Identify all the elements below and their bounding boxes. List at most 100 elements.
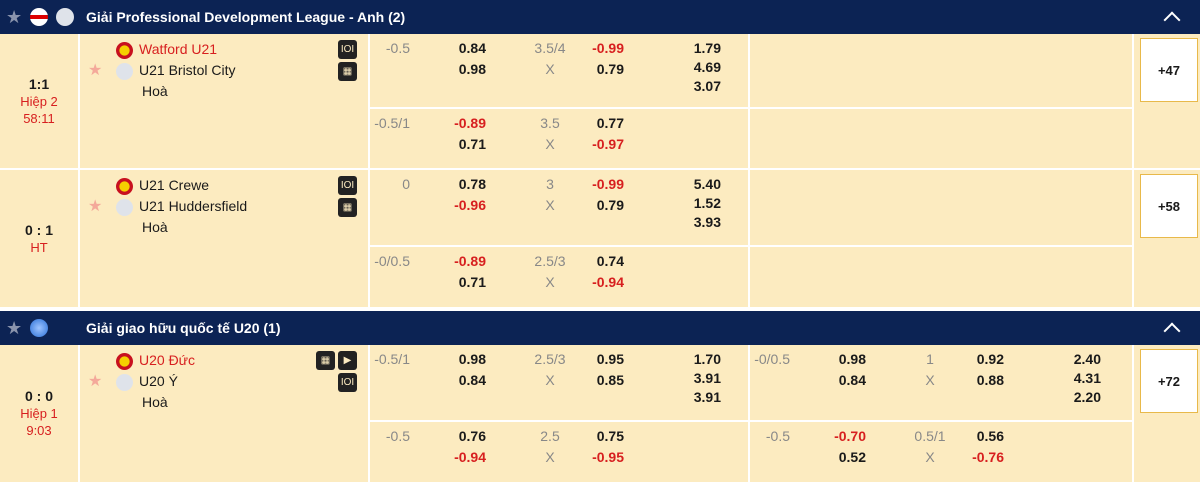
under-odds[interactable]: 0.85 bbox=[596, 372, 624, 388]
lineup-icon[interactable]: IOI bbox=[338, 40, 357, 59]
firsthalf-odds bbox=[748, 34, 1132, 168]
handicap-away-odds[interactable]: 0.98 bbox=[458, 61, 486, 77]
under-odds[interactable]: -0.94 bbox=[592, 274, 624, 290]
1x2-home-odds[interactable]: 2.40 bbox=[1073, 351, 1101, 367]
1x2-away-odds[interactable]: 2.20 bbox=[1073, 389, 1101, 405]
under-odds[interactable]: -0.76 bbox=[972, 449, 1004, 465]
handicap-away-odds[interactable]: 0.71 bbox=[458, 136, 486, 152]
under-odds[interactable]: 0.79 bbox=[596, 61, 624, 77]
handicap-line: -0/0.5 bbox=[754, 351, 790, 367]
over-odds[interactable]: -0.99 bbox=[592, 40, 624, 56]
match-time: 0 : 0 Hiệp 1 9:03 bbox=[0, 345, 80, 482]
handicap-home-odds[interactable]: -0.89 bbox=[454, 115, 486, 131]
1x2-draw-odds[interactable]: 1.52 bbox=[693, 195, 721, 211]
odds-subrow: -0/0.5 0.98 0.84 1 X 0.92 0.88 2.40 4.31 2.20 bbox=[750, 345, 1132, 420]
more-bets-button[interactable]: +58 bbox=[1140, 174, 1198, 238]
chevron-up-icon[interactable] bbox=[1163, 11, 1181, 29]
league-header[interactable]: ★ Giải giao hữu quốc tế U20 (1) bbox=[0, 311, 1200, 345]
score: 1:1 bbox=[28, 75, 50, 92]
home-team[interactable]: Watford U21 bbox=[139, 41, 218, 57]
favorite-star-icon[interactable]: ★ bbox=[6, 7, 23, 27]
1x2-home-odds[interactable]: 5.40 bbox=[693, 176, 721, 192]
match-clock: 58:11 bbox=[23, 110, 55, 126]
match-row: 0 : 0 Hiệp 1 9:03 U20 Đức U20 Ý Hoà ★ ▦ ▶ IOI -0.5… bbox=[0, 345, 1200, 484]
score: 0 : 0 bbox=[24, 388, 53, 404]
away-team[interactable]: U21 Huddersfield bbox=[139, 198, 248, 214]
over-under-line: 0.5/1 bbox=[914, 428, 946, 444]
lineup-icon[interactable]: IOI bbox=[338, 373, 357, 392]
live-video-icon[interactable]: ▶ bbox=[338, 351, 357, 370]
handicap-away-odds[interactable]: 0.71 bbox=[458, 274, 486, 290]
over-odds[interactable]: 0.74 bbox=[596, 253, 624, 269]
favorite-star-icon[interactable]: ★ bbox=[88, 62, 103, 79]
draw-label: Hoà bbox=[142, 394, 168, 410]
1x2-draw-odds[interactable]: 4.31 bbox=[1073, 370, 1101, 386]
under-odds[interactable]: -0.97 bbox=[592, 136, 624, 152]
over-under-line: 3 bbox=[546, 176, 554, 192]
handicap-away-odds[interactable]: 0.84 bbox=[838, 372, 866, 388]
more-column: +47 bbox=[1132, 34, 1200, 168]
stats-icon[interactable]: ▦ bbox=[338, 198, 357, 217]
score: 0 : 1 bbox=[24, 221, 53, 238]
lineup-icon[interactable]: IOI bbox=[338, 176, 357, 195]
over-odds[interactable]: 0.56 bbox=[976, 428, 1004, 444]
handicap-away-odds[interactable]: -0.96 bbox=[454, 197, 486, 213]
1x2-away-odds[interactable]: 3.91 bbox=[693, 389, 721, 405]
more-bets-button[interactable]: +47 bbox=[1140, 38, 1198, 102]
handicap-home-odds[interactable]: -0.70 bbox=[834, 428, 866, 444]
over-odds[interactable]: 0.77 bbox=[596, 115, 624, 131]
handicap-home-odds[interactable]: -0.89 bbox=[454, 253, 486, 269]
odds-subrow bbox=[750, 170, 1132, 245]
handicap-line: -0/0.5 bbox=[374, 253, 410, 269]
under-odds[interactable]: 0.88 bbox=[976, 372, 1004, 388]
draw-label: Hoà bbox=[142, 219, 168, 235]
away-team[interactable]: U20 Ý bbox=[139, 373, 178, 389]
1x2-away-odds[interactable]: 3.07 bbox=[693, 78, 721, 94]
away-team-logo bbox=[116, 199, 133, 216]
favorite-star-icon[interactable]: ★ bbox=[6, 318, 23, 338]
1x2-draw-odds[interactable]: 3.91 bbox=[693, 370, 721, 386]
over-under-line: 2.5 bbox=[540, 428, 560, 444]
handicap-line: -0.5/1 bbox=[374, 351, 410, 367]
favorite-star-icon[interactable]: ★ bbox=[88, 198, 103, 215]
league-name: Giải giao hữu quốc tế U20 (1) bbox=[86, 320, 281, 336]
match-status: HT bbox=[30, 239, 48, 255]
over-under-x: X bbox=[545, 61, 555, 77]
away-team[interactable]: U21 Bristol City bbox=[139, 62, 236, 78]
stats-icon[interactable]: ▦ bbox=[316, 351, 335, 370]
over-odds[interactable]: -0.99 bbox=[592, 176, 624, 192]
more-column: +72 bbox=[1132, 345, 1200, 482]
over-odds[interactable]: 0.95 bbox=[596, 351, 624, 367]
international-globe-icon bbox=[30, 319, 48, 337]
1x2-home-odds[interactable]: 1.70 bbox=[693, 351, 721, 367]
over-odds[interactable]: 0.75 bbox=[596, 428, 624, 444]
over-under-x: X bbox=[545, 274, 555, 290]
1x2-away-odds[interactable]: 3.93 bbox=[693, 214, 721, 230]
league-name: Giải Professional Development League - A… bbox=[86, 9, 406, 25]
over-odds[interactable]: 0.92 bbox=[976, 351, 1004, 367]
over-under-line: 2.5/3 bbox=[534, 253, 566, 269]
league-header[interactable]: ★ Giải Professional Development League - … bbox=[0, 0, 1200, 34]
favorite-star-icon[interactable]: ★ bbox=[88, 373, 103, 390]
handicap-away-odds[interactable]: 0.52 bbox=[838, 449, 866, 465]
handicap-home-odds[interactable]: 0.78 bbox=[458, 176, 486, 192]
more-bets-button[interactable]: +72 bbox=[1140, 349, 1198, 413]
handicap-home-odds[interactable]: 0.76 bbox=[458, 428, 486, 444]
home-team[interactable]: U20 Đức bbox=[139, 352, 196, 368]
home-team[interactable]: U21 Crewe bbox=[139, 177, 210, 193]
handicap-home-odds[interactable]: 0.98 bbox=[838, 351, 866, 367]
chevron-up-icon[interactable] bbox=[1163, 322, 1181, 340]
1x2-home-odds[interactable]: 1.79 bbox=[693, 40, 721, 56]
handicap-home-odds[interactable]: 0.98 bbox=[458, 351, 486, 367]
handicap-away-odds[interactable]: 0.84 bbox=[458, 372, 486, 388]
stats-icon[interactable]: ▦ bbox=[338, 62, 357, 81]
handicap-home-odds[interactable]: 0.84 bbox=[458, 40, 486, 56]
1x2-draw-odds[interactable]: 4.69 bbox=[693, 59, 721, 75]
handicap-away-odds[interactable]: -0.94 bbox=[454, 449, 486, 465]
under-odds[interactable]: 0.79 bbox=[596, 197, 624, 213]
odds-subrow: -0.5/1 0.98 0.84 2.5/3 X 0.95 0.85 1.70 3.91 3.91 bbox=[370, 345, 748, 420]
match-row: 0 : 1 HT U21 Crewe U21 Huddersfield Hoà ★ IOI ▦… bbox=[0, 170, 1200, 309]
handicap-line: 0 bbox=[402, 176, 410, 192]
match-status: Hiệp 2 bbox=[20, 93, 58, 109]
under-odds[interactable]: -0.95 bbox=[592, 449, 624, 465]
